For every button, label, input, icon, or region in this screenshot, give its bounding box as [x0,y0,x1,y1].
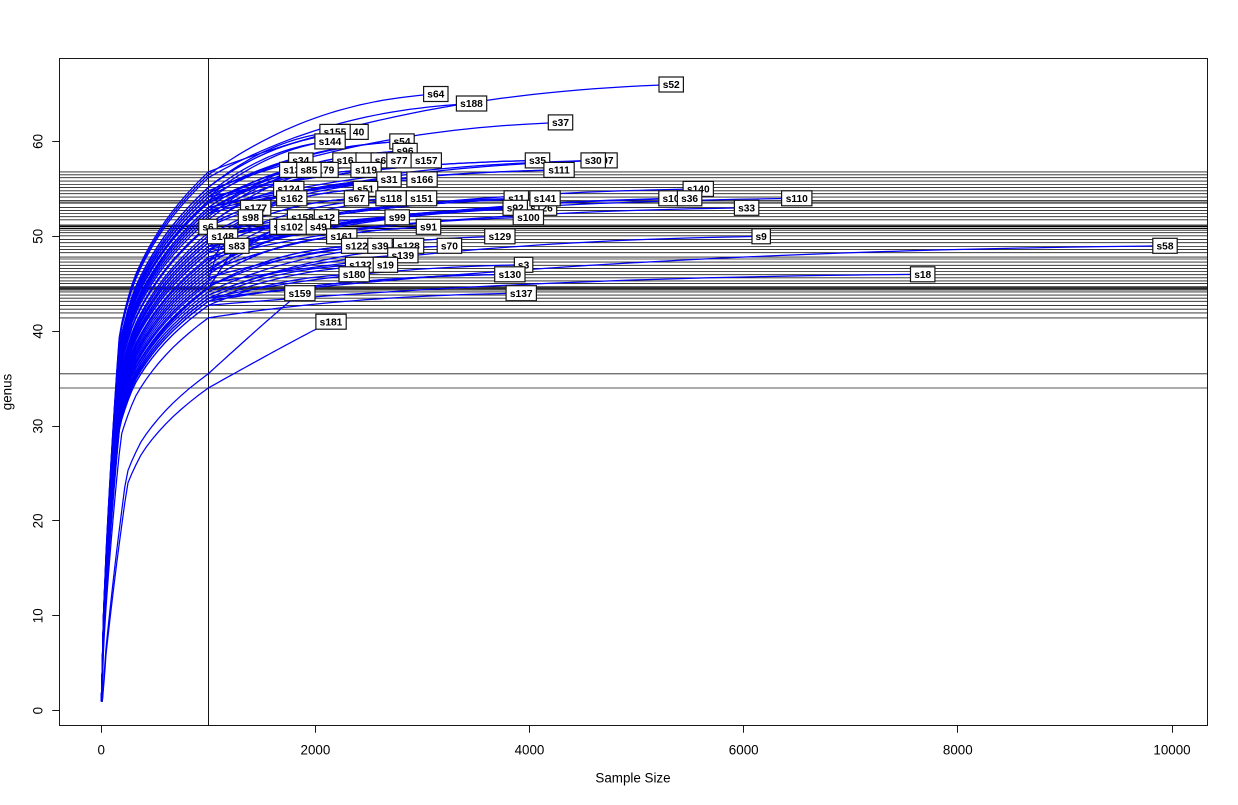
svg-text:s9: s9 [756,232,768,243]
svg-text:s122: s122 [345,242,368,253]
svg-text:s70: s70 [441,242,458,253]
svg-text:s51: s51 [357,185,374,196]
svg-text:s177: s177 [244,204,267,215]
svg-text:10: 10 [31,608,46,623]
svg-text:s179: s179 [312,166,335,177]
svg-text:s54: s54 [394,137,411,148]
svg-text:s130: s130 [498,270,521,281]
svg-text:s100: s100 [517,213,540,224]
svg-text:8000: 8000 [943,743,973,758]
svg-text:s3: s3 [518,261,530,272]
svg-text:10000: 10000 [1153,743,1190,758]
svg-text:s129: s129 [488,232,511,243]
svg-text:s33: s33 [738,204,755,215]
svg-text:s19: s19 [377,261,394,272]
svg-text:60: 60 [31,134,46,149]
svg-text:s161: s161 [330,232,353,243]
svg-text:s111: s111 [548,166,570,177]
svg-text:s180: s180 [343,270,366,281]
svg-text:s124: s124 [277,185,300,196]
svg-text:s18: s18 [914,270,931,281]
svg-text:s155: s155 [324,128,347,139]
svg-text:genus: genus [0,373,15,410]
svg-text:s151: s151 [410,194,433,205]
svg-text:s148: s148 [211,232,234,243]
svg-text:s67: s67 [348,194,365,205]
svg-text:s166: s166 [411,175,434,186]
svg-text:Sample Size: Sample Size [595,771,670,786]
svg-text:s128: s128 [397,242,420,253]
svg-text:6000: 6000 [729,743,759,758]
svg-text:20: 20 [31,513,46,528]
svg-text:2000: 2000 [301,743,331,758]
svg-text:0: 0 [97,743,104,758]
svg-text:40: 40 [31,324,46,339]
svg-text:s11: s11 [508,194,525,205]
svg-text:s99: s99 [389,213,406,224]
svg-text:s157: s157 [415,156,438,167]
svg-text:s83: s83 [228,242,245,253]
svg-text:s144: s144 [319,137,342,148]
svg-text:s119: s119 [355,166,377,177]
svg-text:s13: s13 [283,166,300,177]
svg-text:s137: s137 [510,289,533,300]
svg-text:s140: s140 [687,185,710,196]
svg-text:30: 30 [31,419,46,434]
svg-text:s158: s158 [291,213,314,224]
svg-text:s49: s49 [310,223,327,234]
svg-text:s110: s110 [786,194,808,205]
svg-text:4000: 4000 [515,743,545,758]
svg-text:s34: s34 [292,156,309,167]
svg-text:s162: s162 [280,194,303,205]
svg-text:s35: s35 [529,156,546,167]
svg-text:s52: s52 [663,80,680,91]
svg-text:s30: s30 [585,156,602,167]
svg-text:s61: s61 [375,156,392,167]
svg-text:s126: s126 [530,204,553,215]
svg-text:0: 0 [31,707,46,714]
svg-text:s188: s188 [460,99,483,110]
svg-text:50: 50 [31,229,46,244]
svg-text:s16: s16 [337,156,354,167]
svg-text:s77: s77 [391,156,408,167]
svg-text:s37: s37 [552,118,569,129]
svg-text:s92: s92 [507,204,524,215]
svg-text:s10: s10 [663,194,680,205]
svg-text:s96: s96 [397,147,414,158]
svg-text:s36: s36 [681,194,698,205]
svg-text:s139: s139 [391,251,414,262]
svg-text:s102: s102 [280,223,303,234]
svg-text:s64: s64 [427,90,444,101]
svg-text:s31: s31 [381,175,398,186]
svg-text:s6: s6 [202,223,214,234]
svg-text:s98: s98 [242,213,259,224]
svg-text:s118: s118 [380,194,402,205]
svg-text:s181: s181 [320,317,343,328]
svg-text:s39: s39 [372,242,389,253]
svg-text:40: 40 [353,128,365,139]
svg-text:s91: s91 [420,223,437,234]
svg-text:s159: s159 [288,289,311,300]
svg-text:s85: s85 [300,166,317,177]
svg-text:s141: s141 [534,194,557,205]
svg-text:s58: s58 [1157,242,1174,253]
svg-text:s12: s12 [318,213,335,224]
svg-text:s132: s132 [349,261,372,272]
